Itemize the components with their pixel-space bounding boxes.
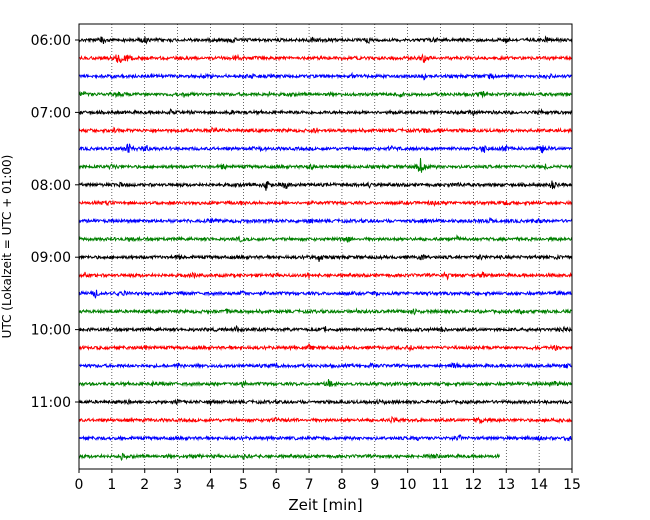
- trace-0715: [78, 126, 573, 134]
- y-tick-label: 07:00: [31, 105, 71, 121]
- x-tick-label: 12: [464, 477, 482, 493]
- x-tick-label: 10: [399, 477, 417, 493]
- x-tick-label: 15: [563, 477, 581, 493]
- y-tick-label: 11:00: [31, 395, 71, 411]
- trace-1015: [78, 343, 573, 353]
- trace-0615: [78, 53, 573, 64]
- vertical-grid: [111, 24, 540, 469]
- trace-0830: [78, 217, 573, 225]
- trace-0945: [78, 307, 573, 316]
- trace-0630: [78, 71, 573, 81]
- x-tick-label: 9: [370, 477, 379, 493]
- y-tick-label: 06:00: [31, 33, 71, 49]
- x-tick-label: 8: [337, 477, 346, 493]
- x-tick-label: 14: [530, 477, 548, 493]
- trace-0845: [78, 234, 573, 243]
- x-tick-label: 1: [107, 477, 116, 493]
- trace-1000: [78, 324, 573, 334]
- y-axis-label: UTC (Lokalzeit = UTC + 01:00): [0, 155, 14, 339]
- y-axis-ticks: 06:00 07:00 08:00 09:00 10:00 11:00: [31, 33, 79, 411]
- trace-1115: [78, 415, 573, 425]
- plot-frame: [78, 23, 573, 470]
- x-tick-label: 4: [206, 477, 215, 493]
- x-axis-label: Zeit [min]: [288, 496, 362, 514]
- y-tick-label: 10:00: [31, 323, 71, 339]
- trace-0815: [78, 199, 573, 207]
- y-tick-label: 08:00: [31, 178, 71, 194]
- y-tick-label: 09:00: [31, 250, 71, 266]
- trace-0600: [78, 35, 573, 45]
- seismic-traces: [78, 35, 573, 462]
- plot-background: [79, 24, 572, 469]
- x-tick-label: 0: [75, 477, 84, 493]
- trace-0745: [78, 158, 573, 173]
- trace-0645: [78, 90, 573, 99]
- x-tick-label: 13: [497, 477, 515, 493]
- x-tick-label: 7: [305, 477, 314, 493]
- trace-1130: [78, 434, 573, 442]
- trace-0930: [78, 289, 573, 299]
- x-tick-label: 3: [173, 477, 182, 493]
- trace-1100: [78, 398, 573, 406]
- trace-1145: [78, 452, 500, 462]
- x-tick-label: 6: [272, 477, 281, 493]
- trace-1045: [78, 379, 573, 389]
- trace-0730: [78, 143, 573, 154]
- trace-0700: [78, 108, 573, 117]
- x-axis-ticks: 0 1 2 3 4 5 6 7 8 9 10 11 12 13 14 15: [75, 469, 581, 493]
- x-tick-label: 11: [432, 477, 450, 493]
- trace-1030: [78, 361, 573, 370]
- trace-0900: [78, 253, 573, 262]
- x-tick-label: 5: [239, 477, 248, 493]
- trace-0915: [78, 270, 573, 281]
- x-tick-label: 2: [140, 477, 149, 493]
- trace-0800: [78, 180, 573, 191]
